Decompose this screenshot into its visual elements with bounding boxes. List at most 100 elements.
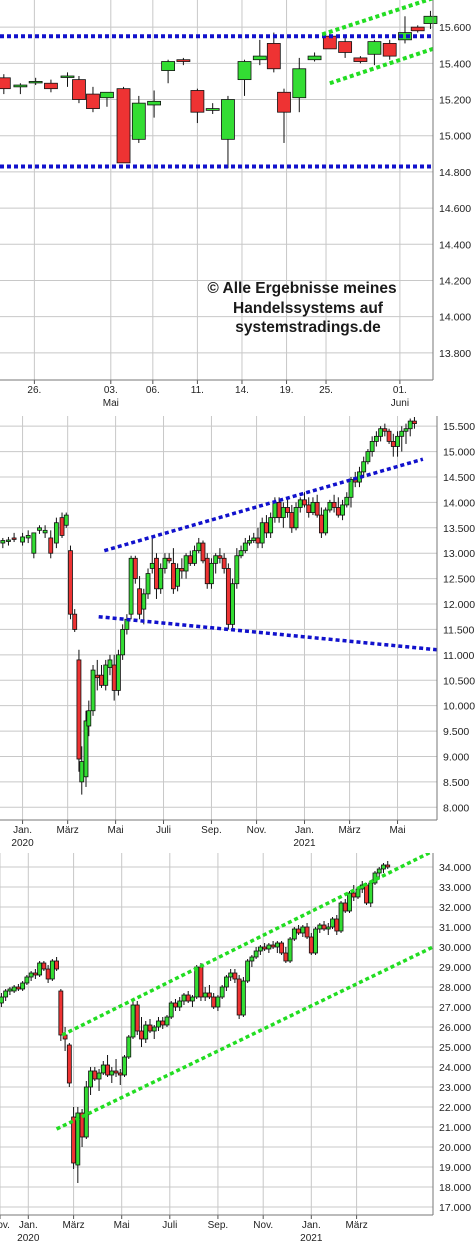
x-tick-label: 25. xyxy=(319,385,333,396)
watermark-line-3: systemstradings.de xyxy=(235,319,381,336)
candle xyxy=(139,1017,144,1047)
candle xyxy=(173,999,178,1011)
candle-body-up xyxy=(348,479,354,498)
x-sub-label: 2020 xyxy=(17,1233,40,1244)
candle xyxy=(7,987,13,995)
watermark-line-1: © Alle Ergebnisse meines xyxy=(207,280,396,297)
candle xyxy=(116,649,121,696)
chart-3-daily-candles: 17.000 18.000 19.000 20.000 21.000 22.000 23.0… xyxy=(0,853,471,1244)
candle xyxy=(330,917,335,929)
y-tick-label: 14.000 xyxy=(439,312,471,324)
green-trend-line xyxy=(55,945,434,1131)
candle-body-down xyxy=(334,918,340,932)
candle xyxy=(0,993,4,1007)
candle-body-up xyxy=(83,1086,89,1138)
candle xyxy=(385,861,391,869)
candle-body-down xyxy=(0,77,11,90)
candle-body-up xyxy=(190,996,195,1002)
candle xyxy=(132,555,138,584)
candle xyxy=(0,74,11,95)
candle xyxy=(11,985,17,993)
x-tick-label: 01. xyxy=(393,385,407,396)
candle xyxy=(42,525,48,538)
y-tick-label: 13.800 xyxy=(439,348,471,360)
candle-body-down xyxy=(166,557,172,562)
x-tick-label: 11. xyxy=(191,385,204,396)
candle xyxy=(369,436,375,457)
chart-1-trendlines xyxy=(0,0,434,169)
candle-body-up xyxy=(28,972,34,978)
candle-body-down xyxy=(44,82,58,90)
candle xyxy=(113,1059,119,1077)
x-tick-label: Sep. xyxy=(201,825,222,836)
y-tick-label: 15.400 xyxy=(439,58,471,70)
candle xyxy=(368,881,374,907)
candle-body-up xyxy=(407,420,413,430)
y-tick-label: 34.000 xyxy=(439,862,471,874)
candle-body-up xyxy=(37,962,43,976)
candle-body-up xyxy=(20,536,25,543)
candle xyxy=(99,665,104,688)
candle-body-up xyxy=(378,428,384,437)
candle xyxy=(100,1061,106,1075)
candle xyxy=(232,969,238,983)
candle xyxy=(306,497,312,518)
candle xyxy=(291,927,297,941)
candle xyxy=(335,497,341,518)
candle-body-up xyxy=(330,918,335,928)
candle-body-up xyxy=(224,976,229,988)
candle-body-up xyxy=(327,501,333,511)
candle xyxy=(277,88,291,143)
candle-body-up xyxy=(28,81,43,84)
candle xyxy=(83,1081,89,1139)
candle-body-up xyxy=(168,1002,174,1018)
y-tick-label: 9.500 xyxy=(443,726,469,738)
candle-body-up xyxy=(20,982,26,990)
y-tick-label: 18.000 xyxy=(439,1182,471,1194)
candle xyxy=(25,530,31,544)
candle-body-down xyxy=(15,986,21,990)
candle xyxy=(289,504,295,533)
candle-body-down xyxy=(266,43,281,70)
candle xyxy=(86,86,100,113)
candle-body-down xyxy=(232,972,238,980)
chart-2-x-axis: Jan. März Mai Juli Sep. Nov. Jan. März Mai 2020 20… xyxy=(0,819,437,849)
candle-body-down xyxy=(45,968,51,980)
candle-body-up xyxy=(325,926,331,930)
candle-body-down xyxy=(187,555,193,564)
y-tick-label: 14.600 xyxy=(439,203,471,215)
y-tick-label: 12.000 xyxy=(443,599,475,611)
candle-body-down xyxy=(304,926,310,938)
candle-body-up xyxy=(266,944,272,950)
candle xyxy=(297,497,303,513)
candle-body-up xyxy=(183,555,189,572)
candle xyxy=(31,532,37,559)
candle xyxy=(395,431,400,457)
candle xyxy=(0,537,6,549)
candle-body-up xyxy=(86,710,92,727)
x-tick-label: Juli xyxy=(156,825,171,836)
candle-body-down xyxy=(58,990,64,1036)
candle-body-down xyxy=(276,501,282,519)
chart-1-june-candles: 13.800 14.000 14.200 14.400 14.600 14.800 15.0… xyxy=(0,0,471,409)
candle-body-down xyxy=(147,1024,153,1032)
candle-body-up xyxy=(395,435,400,447)
y-tick-label: 33.000 xyxy=(439,882,471,894)
chart-2-daily-candles: 8.000 8.500 9.000 9.500 10.000 10.500 11.000 11… xyxy=(0,416,475,849)
y-tick-label: 29.000 xyxy=(439,962,471,974)
candle-body-down xyxy=(185,994,191,1002)
candle xyxy=(66,1043,72,1087)
y-tick-label: 31.000 xyxy=(439,922,471,934)
candle-body-up xyxy=(100,91,114,99)
candle xyxy=(156,1017,161,1031)
candle xyxy=(342,899,348,913)
candle xyxy=(202,987,208,1001)
candle-body-up xyxy=(251,537,257,541)
candle-body-down xyxy=(59,517,65,536)
y-tick-label: 15.600 xyxy=(439,22,471,34)
candle xyxy=(190,995,195,1007)
candle-body-down xyxy=(264,522,269,534)
x-tick-label: Jan. xyxy=(19,1220,38,1231)
candle xyxy=(60,72,75,87)
candle-body-down xyxy=(86,93,100,109)
